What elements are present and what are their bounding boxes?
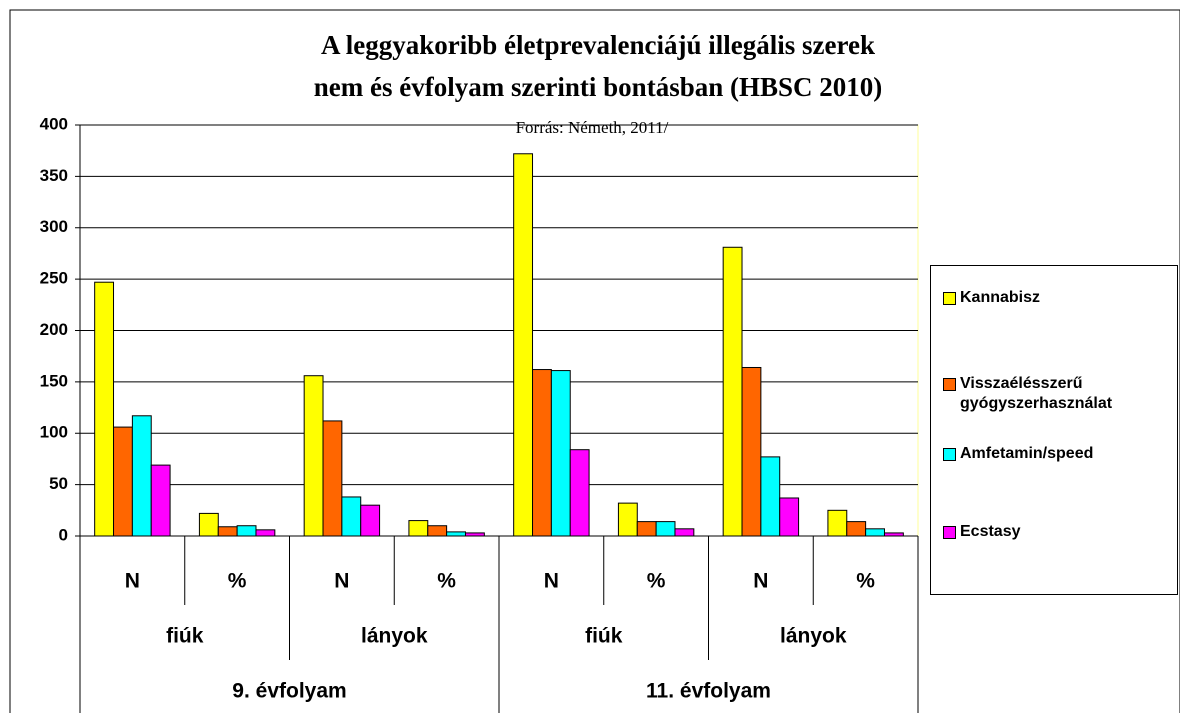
y-tick-label: 50 bbox=[49, 474, 68, 493]
bar bbox=[617, 502, 638, 537]
legend-swatch bbox=[943, 448, 956, 461]
bar bbox=[722, 246, 743, 537]
legend: Kannabisz Visszaélésszerű gyógyszerhaszná… bbox=[930, 265, 1178, 595]
chart-title: A leggyakoribb életprevalenciájú illegál… bbox=[321, 30, 875, 60]
bar bbox=[113, 426, 133, 537]
bar bbox=[760, 456, 781, 537]
y-tick-label: 350 bbox=[40, 166, 68, 185]
legend-swatch bbox=[943, 292, 956, 305]
frame bbox=[9, 9, 1180, 713]
bar bbox=[532, 369, 552, 537]
chart-title: nem és évfolyam szerinti bontásban (HBSC… bbox=[314, 72, 883, 102]
bar bbox=[236, 525, 257, 537]
subgroup-label: lányok bbox=[361, 625, 428, 648]
legend-swatch bbox=[943, 378, 956, 391]
bar bbox=[827, 509, 848, 537]
bar bbox=[550, 370, 571, 537]
bar bbox=[360, 504, 381, 537]
bar bbox=[846, 521, 867, 537]
x-tick-label: % bbox=[437, 570, 456, 593]
legend-swatch bbox=[943, 526, 956, 539]
bar bbox=[198, 512, 219, 537]
group-label: 11. évfolyam bbox=[646, 680, 771, 703]
bar bbox=[741, 366, 762, 537]
bar bbox=[217, 526, 238, 537]
bar bbox=[341, 496, 362, 537]
y-tick-label: 0 bbox=[59, 525, 68, 544]
bar bbox=[446, 531, 466, 537]
x-tick-label: N bbox=[753, 570, 768, 593]
x-tick-label: % bbox=[228, 570, 247, 593]
bar bbox=[255, 529, 276, 537]
x-tick-label: % bbox=[647, 570, 666, 593]
y-tick-label: 250 bbox=[40, 269, 68, 288]
legend-label: Amfetamin/speed bbox=[960, 445, 1094, 462]
y-tick-label: 400 bbox=[40, 114, 68, 133]
y-tick-label: 150 bbox=[40, 371, 68, 390]
bar bbox=[303, 375, 324, 537]
y-tick-label: 100 bbox=[40, 423, 68, 442]
bar bbox=[94, 281, 115, 537]
legend-item: Ecstasy bbox=[943, 522, 1175, 542]
legend-item: Amfetamin/speed bbox=[943, 444, 1175, 464]
bar bbox=[427, 525, 448, 537]
legend-item: Visszaélésszerű gyógyszerhasználat bbox=[943, 374, 1175, 414]
x-tick-label: N bbox=[125, 570, 140, 593]
legend-label: Kannabisz bbox=[960, 289, 1041, 306]
x-tick-label: N bbox=[544, 570, 559, 593]
bar bbox=[322, 420, 343, 537]
legend-label: Visszaélésszerű gyógyszerhasználat bbox=[960, 375, 1113, 412]
bar bbox=[636, 521, 657, 537]
bar bbox=[513, 153, 534, 537]
y-tick-label: 300 bbox=[40, 217, 68, 236]
bar bbox=[779, 497, 800, 537]
bar bbox=[865, 528, 885, 537]
subtitle: Forrás: Németh, 2011/ bbox=[516, 118, 669, 137]
y-tick-label: 200 bbox=[40, 320, 68, 339]
bar bbox=[408, 520, 429, 537]
bar bbox=[150, 464, 171, 537]
bar bbox=[569, 449, 590, 537]
subgroup-label: lányok bbox=[780, 625, 847, 648]
subgroup-label: fiúk bbox=[166, 625, 204, 648]
bar bbox=[131, 415, 152, 537]
legend-item: Kannabisz bbox=[943, 288, 1175, 308]
bar bbox=[655, 521, 676, 537]
bar bbox=[674, 528, 695, 537]
legend-label: Ecstasy bbox=[960, 523, 1021, 540]
x-tick-label: N bbox=[334, 570, 349, 593]
group-label: 9. évfolyam bbox=[232, 680, 346, 703]
x-tick-label: % bbox=[856, 570, 875, 593]
subgroup-label: fiúk bbox=[585, 625, 623, 648]
